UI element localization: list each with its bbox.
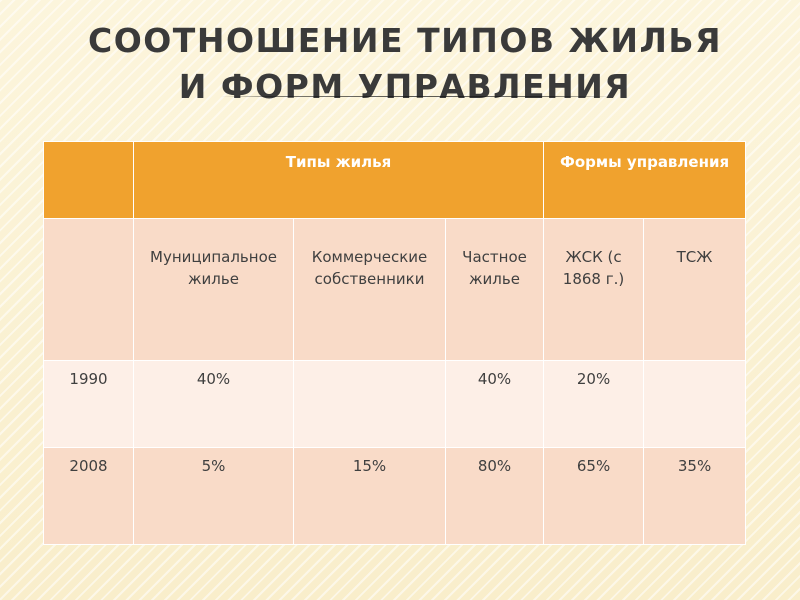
- year-cell: 1990: [43, 360, 134, 448]
- municipal-cell: 5%: [133, 447, 294, 545]
- zhsk-column-header: ЖСК (с 1868 г.): [543, 218, 645, 361]
- title-underline: [220, 96, 615, 97]
- housing-types-header: Типы жилья: [132, 141, 545, 219]
- tszh-cell: [643, 360, 747, 448]
- slide-title: СООТНОШЕНИЕ ТИПОВ ЖИЛЬЯ И ФОРМ УПРАВЛЕНИ…: [87, 21, 722, 106]
- table-row: 1990 40% 40% 20%: [43, 360, 747, 448]
- housing-table: Типы жилья Формы управления Муниципально…: [43, 141, 747, 545]
- private-cell: 80%: [444, 447, 545, 545]
- year-cell: 2008: [43, 447, 134, 545]
- commercial-column-header: Коммерческие собственники: [293, 218, 446, 361]
- municipal-column-header: Муниципальное жилье: [133, 218, 294, 361]
- municipal-cell: 40%: [133, 360, 294, 448]
- private-column-header: Частное жилье: [444, 218, 545, 361]
- private-cell: 40%: [444, 360, 545, 448]
- corner-header-cell: [43, 141, 134, 219]
- table-row: 2008 5% 15% 80% 65% 35%: [43, 447, 747, 545]
- table-subheader-row: Муниципальное жилье Коммерческие собстве…: [43, 218, 747, 361]
- table-group-header-row: Типы жилья Формы управления: [43, 141, 747, 219]
- commercial-cell: 15%: [293, 447, 446, 545]
- corner-subheader-cell: [43, 218, 134, 361]
- commercial-cell: [293, 360, 446, 448]
- tszh-cell: 35%: [643, 447, 747, 545]
- zhsk-cell: 65%: [543, 447, 645, 545]
- management-forms-header: Формы управления: [543, 141, 747, 219]
- zhsk-cell: 20%: [543, 360, 645, 448]
- tszh-column-header: ТСЖ: [643, 218, 747, 361]
